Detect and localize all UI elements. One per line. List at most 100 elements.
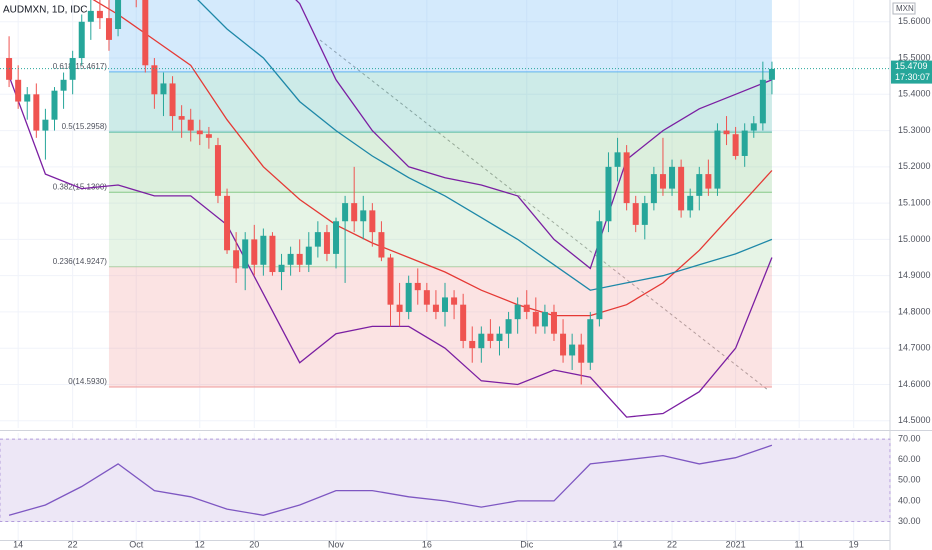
candle-body — [687, 195, 694, 211]
x-tick-label: Oct — [129, 539, 144, 549]
candle-body — [723, 130, 730, 135]
y-tick-label: 40.00 — [898, 495, 921, 505]
candle-body — [196, 130, 203, 135]
plot-area: 0.618(15.4617) 0.5(15.2958) 0.382(15.1300)… — [6, 0, 775, 418]
y-tick-label: 15.1000 — [898, 197, 931, 207]
fib-zone — [108, 71, 772, 133]
y-tick-label: 14.9000 — [898, 270, 931, 280]
candle-body — [569, 344, 576, 356]
countdown: 17:30:07 — [895, 72, 930, 82]
candle-body — [187, 119, 194, 131]
candle-body — [705, 174, 712, 189]
candle-body — [659, 174, 666, 189]
candle-body — [478, 333, 485, 349]
x-tick-label: Dic — [520, 539, 533, 549]
candle-body — [15, 79, 22, 102]
candle-body — [532, 311, 539, 327]
fib-label: 0.382(15.1300) — [53, 182, 108, 191]
currency-box — [892, 2, 916, 15]
candle-body — [169, 83, 176, 117]
x-tick-label: 14 — [613, 539, 623, 549]
candle-body — [314, 232, 321, 247]
candle-body — [487, 333, 494, 341]
candle-body — [432, 304, 439, 312]
candle-body — [750, 123, 757, 131]
y-tick-label: 15.6000 — [898, 16, 931, 26]
candle-body — [269, 235, 276, 273]
trend-line — [319, 39, 769, 391]
candle-body — [759, 79, 766, 124]
y-tick-label: 70.00 — [898, 434, 921, 444]
candle-body — [632, 203, 639, 225]
indicator-line — [295, 0, 773, 270]
candle-body — [205, 134, 212, 138]
candle-body — [323, 232, 330, 254]
candle-body — [115, 0, 122, 30]
indicator-line — [197, 0, 773, 291]
x-tick-label: Nov — [328, 539, 345, 549]
candle-body — [360, 210, 367, 222]
x-tick-label: 14 — [13, 539, 23, 549]
candle-body — [260, 235, 267, 265]
x-tick-label: 22 — [667, 539, 677, 549]
y-tick-label: 15.4000 — [898, 89, 931, 99]
fib-label: 0.236(14.9247) — [53, 257, 108, 266]
y-tick-label: 14.8000 — [898, 306, 931, 316]
y-tick-label: 60.00 — [898, 454, 921, 464]
candle-body — [496, 333, 503, 341]
indicator-line — [92, 0, 773, 317]
x-tick-label: 16 — [422, 539, 432, 549]
candle-body — [305, 246, 312, 265]
candle-body — [678, 166, 685, 211]
candle-body — [696, 174, 703, 196]
candle-body — [741, 130, 748, 156]
fib-zone — [108, 0, 772, 72]
candle-body — [414, 282, 421, 291]
candle-body — [351, 203, 358, 222]
candle-body — [541, 311, 548, 327]
candle-body — [42, 119, 49, 131]
x-tick-label: 12 — [195, 539, 205, 549]
candle-body — [578, 344, 585, 363]
rsi-band — [0, 438, 891, 522]
candle-body — [296, 253, 303, 265]
y-tick-label: 15.5000 — [898, 52, 931, 62]
candle-body — [178, 116, 185, 120]
candle-body — [287, 253, 294, 265]
x-tick-label: 22 — [68, 539, 78, 549]
candle-body — [151, 65, 158, 95]
currency-label: MXN — [896, 4, 914, 13]
candle-body — [641, 203, 648, 225]
rsi-line — [8, 444, 773, 516]
candle-body — [605, 166, 612, 222]
candle-body — [33, 94, 40, 131]
candle-body — [378, 232, 385, 258]
candle-body — [587, 319, 594, 363]
candle-body — [60, 79, 67, 91]
candle-body — [505, 319, 512, 334]
fib-label: 0.618(15.4617) — [53, 62, 108, 71]
candle-body — [442, 297, 448, 312]
candle-body — [342, 203, 349, 222]
candle-body — [24, 94, 31, 102]
y-tick-label: 14.7000 — [898, 343, 931, 353]
y-tick-label: 15.3000 — [898, 125, 931, 135]
candle-body — [732, 134, 739, 156]
candle-body — [460, 304, 467, 341]
candle-body — [333, 221, 340, 254]
candle-body — [596, 221, 603, 320]
candle-body — [214, 145, 221, 196]
candle-body — [623, 152, 630, 204]
last-price-box — [891, 60, 932, 84]
candle-body — [78, 21, 85, 59]
candle-body — [405, 282, 412, 312]
x-tick-label: 2021 — [726, 539, 746, 549]
fib-zone — [108, 266, 772, 388]
candle-body — [51, 90, 58, 120]
candle-body — [614, 152, 621, 167]
candle-body — [242, 239, 249, 269]
fib-label: 0.5(15.2958) — [62, 122, 108, 131]
fib-zone — [108, 192, 772, 267]
candle-body — [369, 210, 376, 233]
candle-body — [160, 83, 167, 95]
